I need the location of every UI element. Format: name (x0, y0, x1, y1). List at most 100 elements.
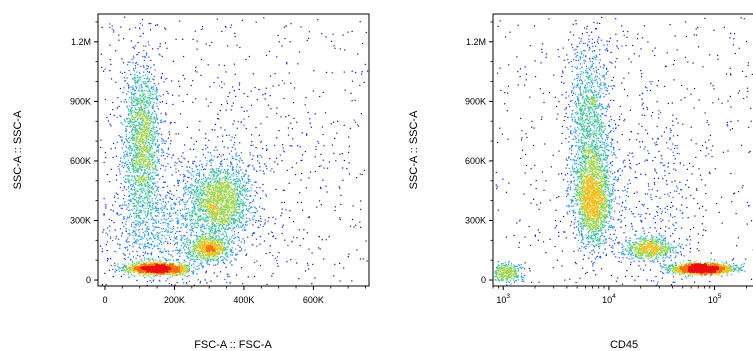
fsc-ssc-event-dot (186, 244, 188, 246)
fsc-ssc-event-dot (199, 253, 201, 255)
fsc-ssc-event-dot (213, 218, 216, 220)
fsc-ssc-event-dot (200, 256, 202, 258)
fsc-ssc-event-dot (184, 183, 187, 185)
fsc-ssc-event-dot (226, 215, 229, 217)
fsc-ssc-event-dot (170, 262, 172, 264)
fsc-ssc-event-dot (101, 248, 103, 250)
fsc-ssc-event-dot (194, 185, 196, 187)
fsc-ssc-event-dot (355, 71, 357, 74)
fsc-ssc-event-dot (188, 210, 190, 212)
fsc-ssc-event-dot (143, 210, 145, 212)
fsc-ssc-event-dot (126, 175, 128, 177)
fsc-ssc-event-dot (214, 189, 216, 191)
fsc-ssc-event-dot (125, 153, 127, 156)
fsc-ssc-event-dot (125, 125, 127, 128)
fsc-ssc-event-dot (209, 45, 211, 47)
fsc-ssc-event-dot (229, 223, 231, 225)
fsc-ssc-event-dot (220, 234, 222, 236)
fsc-ssc-event-dot (127, 195, 130, 197)
fsc-ssc-event-dot (234, 221, 236, 223)
fsc-ssc-event-dot (223, 181, 225, 183)
fsc-ssc-event-dot (146, 130, 148, 132)
fsc-ssc-event-dot (300, 201, 302, 203)
fsc-ssc-event-dot (193, 186, 195, 188)
fsc-ssc-event-dot (169, 220, 171, 222)
fsc-ssc-event-dot (132, 202, 134, 205)
fsc-ssc-event-dot (159, 168, 162, 170)
fsc-ssc-event-dot (141, 19, 144, 21)
fsc-ssc-event-dot (144, 123, 146, 125)
fsc-ssc-event-dot (135, 97, 137, 99)
fsc-ssc-event-dot (148, 114, 150, 116)
fsc-ssc-event-dot (361, 71, 363, 73)
fsc-ssc-event-dot (143, 111, 145, 113)
fsc-ssc-event-dot (154, 194, 156, 196)
fsc-ssc-event-dot (204, 238, 206, 241)
fsc-ssc-event-dot (140, 158, 142, 160)
fsc-ssc-event-dot (141, 159, 143, 161)
fsc-ssc-event-dot (188, 270, 190, 272)
fsc-ssc-event-dot (290, 259, 292, 261)
fsc-ssc-event-dot (210, 228, 212, 230)
fsc-ssc-event-dot (213, 174, 215, 176)
fsc-ssc-event-dot (218, 225, 220, 227)
fsc-ssc-event-dot (141, 24, 143, 26)
fsc-ssc-event-dot (130, 109, 132, 111)
fsc-ssc-event-dot (136, 189, 139, 191)
fsc-ssc-event-dot (156, 169, 158, 171)
fsc-ssc-event-dot (148, 211, 150, 213)
fsc-ssc-event-dot (199, 188, 202, 190)
fsc-ssc-event-dot (195, 256, 197, 258)
fsc-ssc-event-dot (123, 217, 125, 219)
fsc-ssc-event-dot (161, 218, 163, 221)
fsc-ssc-event-dot (143, 185, 145, 187)
fsc-ssc-event-dot (197, 169, 199, 171)
fsc-ssc-event-dot (146, 165, 148, 167)
fsc-ssc-event-dot (164, 158, 166, 160)
fsc-ssc-event-dot (287, 134, 290, 136)
fsc-ssc-event-dot (144, 210, 146, 212)
fsc-ssc-event-dot (199, 204, 201, 206)
fsc-ssc-event-dot (143, 114, 145, 116)
fsc-ssc-event-dot (171, 174, 173, 176)
fsc-ssc-event-dot (245, 254, 247, 256)
fsc-ssc-event-dot (139, 238, 141, 241)
fsc-ssc-event-dot (206, 262, 208, 264)
fsc-ssc-event-dot (208, 236, 210, 238)
fsc-ssc-event-dot (266, 148, 268, 150)
fsc-ssc-event-dot (182, 74, 184, 76)
fsc-ssc-event-dot (115, 192, 117, 194)
fsc-ssc-event-dot (189, 239, 191, 241)
fsc-ssc-event-dot (241, 187, 243, 189)
fsc-ssc-event-dot (231, 264, 233, 266)
fsc-ssc-event-dot (150, 238, 152, 240)
fsc-ssc-event-dot (135, 157, 137, 159)
fsc-ssc-event-dot (190, 255, 192, 258)
fsc-ssc-event-dot (181, 237, 183, 239)
fsc-ssc-event-dot (150, 243, 152, 245)
fsc-ssc-event-dot (150, 95, 152, 97)
fsc-ssc-event-dot (203, 187, 205, 189)
fsc-ssc-event-dot (151, 176, 153, 178)
fsc-ssc-event-dot (112, 156, 114, 158)
fsc-ssc-event-dot (130, 200, 132, 202)
fsc-ssc-event-dot (189, 214, 191, 216)
fsc-ssc-event-dot (180, 249, 182, 251)
fsc-ssc-event-dot (326, 191, 328, 193)
fsc-ssc-event-dot (206, 178, 208, 180)
fsc-ssc-event-dot (149, 119, 151, 122)
fsc-ssc-event-dot (221, 241, 224, 243)
fsc-ssc-event-dot (218, 223, 220, 225)
fsc-ssc-event-dot (242, 210, 244, 212)
fsc-ssc-event-dot (203, 190, 205, 192)
fsc-ssc-event-dot (170, 215, 172, 217)
fsc-ssc-event-dot (153, 162, 155, 164)
fsc-ssc-event-dot (215, 184, 217, 186)
fsc-ssc-event-dot (137, 235, 140, 238)
fsc-ssc-event-dot (136, 223, 138, 225)
fsc-ssc-event-dot (218, 229, 220, 231)
fsc-ssc-event-dot (241, 267, 243, 269)
fsc-ssc-event-dot (203, 191, 205, 193)
fsc-ssc-event-dot (195, 226, 197, 228)
fsc-ssc-event-dot (135, 61, 137, 64)
